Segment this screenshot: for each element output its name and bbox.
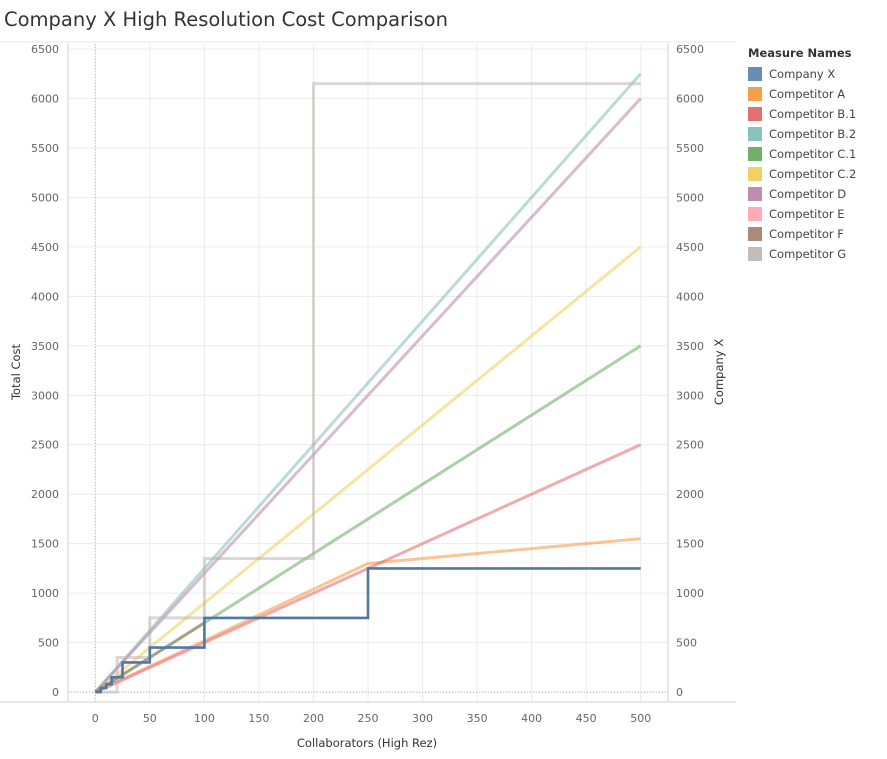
legend-label: Competitor C.1 — [769, 147, 857, 161]
y2-tick-label-1: 500 — [676, 637, 697, 650]
series-line-company-x — [95, 567, 641, 694]
legend-label: Competitor F — [769, 227, 844, 241]
y-tick-label-13: 6500 — [31, 43, 59, 56]
x-tick-label-8: 400 — [521, 712, 542, 725]
y-tick-label-3: 1500 — [31, 538, 59, 551]
legend-swatch — [748, 67, 762, 81]
y2-tick-label-9: 4500 — [676, 241, 704, 254]
y2-tick-label-2: 1000 — [676, 587, 704, 600]
x-tick-label-1: 50 — [143, 712, 157, 725]
legend-swatch — [748, 207, 762, 221]
y2-tick-label-6: 3000 — [676, 389, 704, 402]
legend-label: Competitor A — [769, 87, 846, 101]
legend-item-competitor-f[interactable]: Competitor F — [748, 224, 856, 244]
y2-tick-label-8: 4000 — [676, 290, 704, 303]
series-line-competitor-e — [94, 641, 206, 694]
legend-swatch — [748, 167, 762, 181]
chart-title: Company X High Resolution Cost Compariso… — [4, 8, 448, 31]
x-tick-label-9: 450 — [576, 712, 597, 725]
legend-item-competitor-b-2[interactable]: Competitor B.2 — [748, 124, 856, 144]
x-tick-label-6: 300 — [412, 712, 433, 725]
y2-tick-label-10: 5000 — [676, 191, 704, 204]
legend-swatch — [748, 87, 762, 101]
y-tick-label-1: 500 — [38, 637, 59, 650]
legend-label: Competitor E — [769, 207, 845, 221]
legend-item-competitor-a[interactable]: Competitor A — [748, 84, 856, 104]
y-tick-label-7: 3500 — [31, 340, 59, 353]
legend-label: Competitor D — [769, 187, 847, 201]
y-tick-label-8: 4000 — [31, 290, 59, 303]
legend-item-competitor-c-1[interactable]: Competitor C.1 — [748, 144, 856, 164]
legend-item-competitor-g[interactable]: Competitor G — [748, 244, 856, 264]
series-layer — [94, 72, 642, 694]
legend-item-competitor-b-1[interactable]: Competitor B.1 — [748, 104, 856, 124]
x-tick-label-2: 100 — [194, 712, 215, 725]
y-tick-label-11: 5500 — [31, 142, 59, 155]
legend-label: Company X — [769, 67, 836, 81]
series-line-competitor-g — [95, 82, 641, 694]
legend-item-competitor-c-2[interactable]: Competitor C.2 — [748, 164, 856, 184]
x-tick-label-4: 200 — [303, 712, 324, 725]
legend-label: Competitor C.2 — [769, 167, 857, 181]
legend-title: Measure Names — [748, 46, 852, 60]
x-tick-label-5: 250 — [358, 712, 379, 725]
y-tick-label-5: 2500 — [31, 439, 59, 452]
legend-swatch — [748, 147, 762, 161]
y-tick-label-6: 3000 — [31, 389, 59, 402]
y-tick-label-0: 0 — [52, 686, 59, 699]
y2-tick-label-12: 6000 — [676, 92, 704, 105]
y-tick-label-4: 2000 — [31, 488, 59, 501]
y-axis-title: Total Cost — [9, 343, 23, 401]
series-line-competitor-d — [94, 97, 642, 694]
legend-swatch — [748, 227, 762, 241]
plot-frame — [0, 41, 736, 703]
legend-item-company-x[interactable]: Company X — [748, 64, 856, 84]
x-tick-label-7: 350 — [467, 712, 488, 725]
legend-swatch — [748, 127, 762, 141]
legend: Measure Names Company X Competitor A Compe… — [748, 46, 856, 264]
legend-items: Company X Competitor A Competitor B.1 Compe… — [748, 64, 856, 264]
x-tick-label-3: 150 — [248, 712, 269, 725]
y2-axis-title: Company X — [712, 339, 726, 405]
series-line-competitor-b-2 — [94, 72, 642, 694]
legend-label: Competitor G — [769, 247, 847, 261]
legend-label: Competitor B.1 — [769, 107, 857, 121]
legend-label: Competitor B.2 — [769, 127, 857, 141]
y2-tick-label-3: 1500 — [676, 538, 704, 551]
y2-tick-label-4: 2000 — [676, 488, 704, 501]
y2-tick-label-5: 2500 — [676, 439, 704, 452]
y2-tick-label-7: 3500 — [676, 340, 704, 353]
x-tick-label-10: 500 — [630, 712, 651, 725]
legend-item-competitor-e[interactable]: Competitor E — [748, 204, 856, 224]
x-tick-label-0: 0 — [92, 712, 99, 725]
y-tick-label-2: 1000 — [31, 587, 59, 600]
y-tick-label-10: 5000 — [31, 191, 59, 204]
y-tick-label-9: 4500 — [31, 241, 59, 254]
x-axis-title: Collaborators (High Rez) — [297, 736, 437, 750]
legend-item-competitor-d[interactable]: Competitor D — [748, 184, 856, 204]
y-tick-label-12: 6000 — [31, 92, 59, 105]
legend-swatch — [748, 187, 762, 201]
y2-tick-label-0: 0 — [676, 686, 683, 699]
y2-tick-label-13: 6500 — [676, 43, 704, 56]
y2-tick-label-11: 5500 — [676, 142, 704, 155]
legend-swatch — [748, 107, 762, 121]
legend-swatch — [748, 247, 762, 261]
grid-layer — [68, 44, 668, 702]
